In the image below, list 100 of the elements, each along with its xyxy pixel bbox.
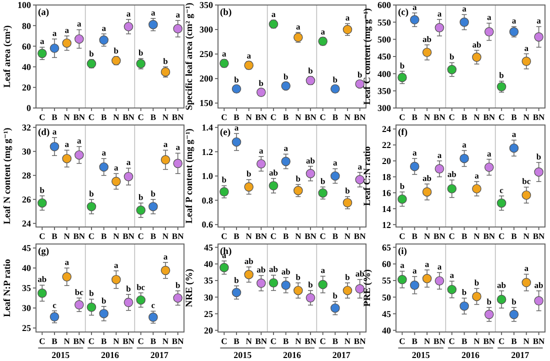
x-tick-label: BN: [172, 231, 185, 241]
point: [484, 162, 494, 172]
data-label: bc: [522, 176, 531, 186]
text: 2017: [511, 350, 530, 360]
x-tick-label: N: [424, 231, 431, 241]
chart-title: (f): [398, 128, 408, 138]
point: [232, 84, 242, 94]
y-tick-label: 300: [200, 24, 214, 35]
x-tick-label: B: [282, 336, 289, 346]
chart-title: (d): [38, 128, 50, 138]
point: [124, 298, 134, 308]
x-tick-label: C: [88, 112, 95, 122]
y-tick-label: 45: [382, 308, 392, 319]
point: [460, 301, 469, 311]
y-tick-label: 22: [382, 140, 392, 150]
chart-title: (b): [220, 8, 232, 18]
point: [534, 167, 544, 177]
x-tick-label: B: [332, 231, 338, 241]
x-tick-label: N: [474, 336, 481, 346]
point: [534, 32, 544, 42]
data-label: a: [437, 8, 442, 18]
point: [509, 310, 519, 320]
x-tick-label: N: [523, 336, 530, 346]
data-label: a: [424, 258, 430, 269]
point: [86, 202, 96, 212]
x-tick-label: B: [52, 336, 58, 346]
data-label: b: [89, 188, 94, 198]
x-tick-label: BN: [434, 336, 446, 346]
data-label: b: [138, 48, 144, 58]
y-tick-label: 26: [22, 194, 32, 205]
data-label: b: [308, 279, 314, 290]
y-axis-title: Leaf N content (mg g⁻¹): [3, 128, 13, 224]
point: [281, 81, 290, 91]
x-tick-label: BN: [434, 231, 446, 241]
y-tick-label: 300: [378, 103, 392, 114]
point: [124, 22, 134, 32]
data-label: a: [176, 9, 181, 20]
x-tick-label: N: [246, 231, 253, 241]
point: [496, 294, 506, 304]
data-label: ab: [306, 155, 316, 166]
x-tick-label: B: [332, 112, 338, 122]
x-tick-label: B: [150, 112, 156, 122]
chart-title: (i): [398, 247, 407, 257]
data-label: ab: [497, 280, 506, 290]
x-tick-label: N: [64, 231, 71, 241]
x-tick-label: N: [523, 112, 530, 122]
point: [472, 292, 482, 302]
x-tick-label: B: [332, 336, 338, 346]
point: [410, 162, 420, 172]
point: [124, 172, 134, 182]
y-tick-label: 150: [200, 98, 214, 108]
point: [318, 280, 328, 290]
point: [173, 24, 182, 34]
chart-title: (e): [220, 128, 231, 138]
y-tick-label: 60: [382, 259, 392, 270]
point: [522, 190, 532, 200]
point: [496, 198, 506, 208]
data-label: b: [536, 151, 542, 162]
x-tick-label: C: [138, 336, 144, 346]
data-label: b: [400, 60, 405, 70]
data-label: ab: [256, 264, 266, 275]
point: [306, 293, 316, 302]
chart-title: (a): [38, 8, 50, 18]
point: [355, 284, 364, 294]
y-axis-title: Leaf N:P ratio: [3, 258, 13, 318]
point: [244, 270, 254, 280]
x-tick-label: N: [424, 112, 431, 122]
data-label: a: [246, 50, 252, 60]
point: [534, 296, 544, 306]
x-tick-label: BN: [483, 231, 496, 241]
data-label: b: [474, 278, 480, 288]
point: [281, 280, 290, 290]
point: [112, 176, 121, 186]
point: [422, 187, 432, 197]
data-label: a: [487, 12, 492, 22]
data-label: a: [163, 251, 168, 262]
y-tick-label: 450: [378, 52, 392, 62]
x-tick-label: BN: [532, 112, 546, 122]
x-tick-label: C: [270, 231, 277, 241]
x-tick-label: BN: [532, 231, 546, 241]
y-tick-label: 25: [22, 323, 32, 334]
point: [38, 198, 47, 208]
data-label: ab: [534, 280, 544, 290]
point: [62, 272, 72, 282]
data-label: a: [412, 266, 418, 276]
data-label: b: [450, 52, 455, 62]
x-tick-label: BN: [172, 112, 185, 122]
point: [472, 184, 482, 194]
data-label: a: [296, 21, 302, 32]
data-label: b: [332, 74, 338, 84]
data-label: b: [296, 272, 301, 282]
x-tick-label: C: [221, 231, 228, 241]
x-tick-label: B: [52, 112, 58, 122]
point: [148, 312, 158, 322]
y-tick-label: 0: [26, 103, 32, 114]
y-tick-label: 45: [204, 242, 214, 252]
x-tick-label: N: [113, 231, 120, 241]
point: [220, 187, 229, 196]
point: [112, 274, 121, 284]
point: [434, 276, 444, 286]
